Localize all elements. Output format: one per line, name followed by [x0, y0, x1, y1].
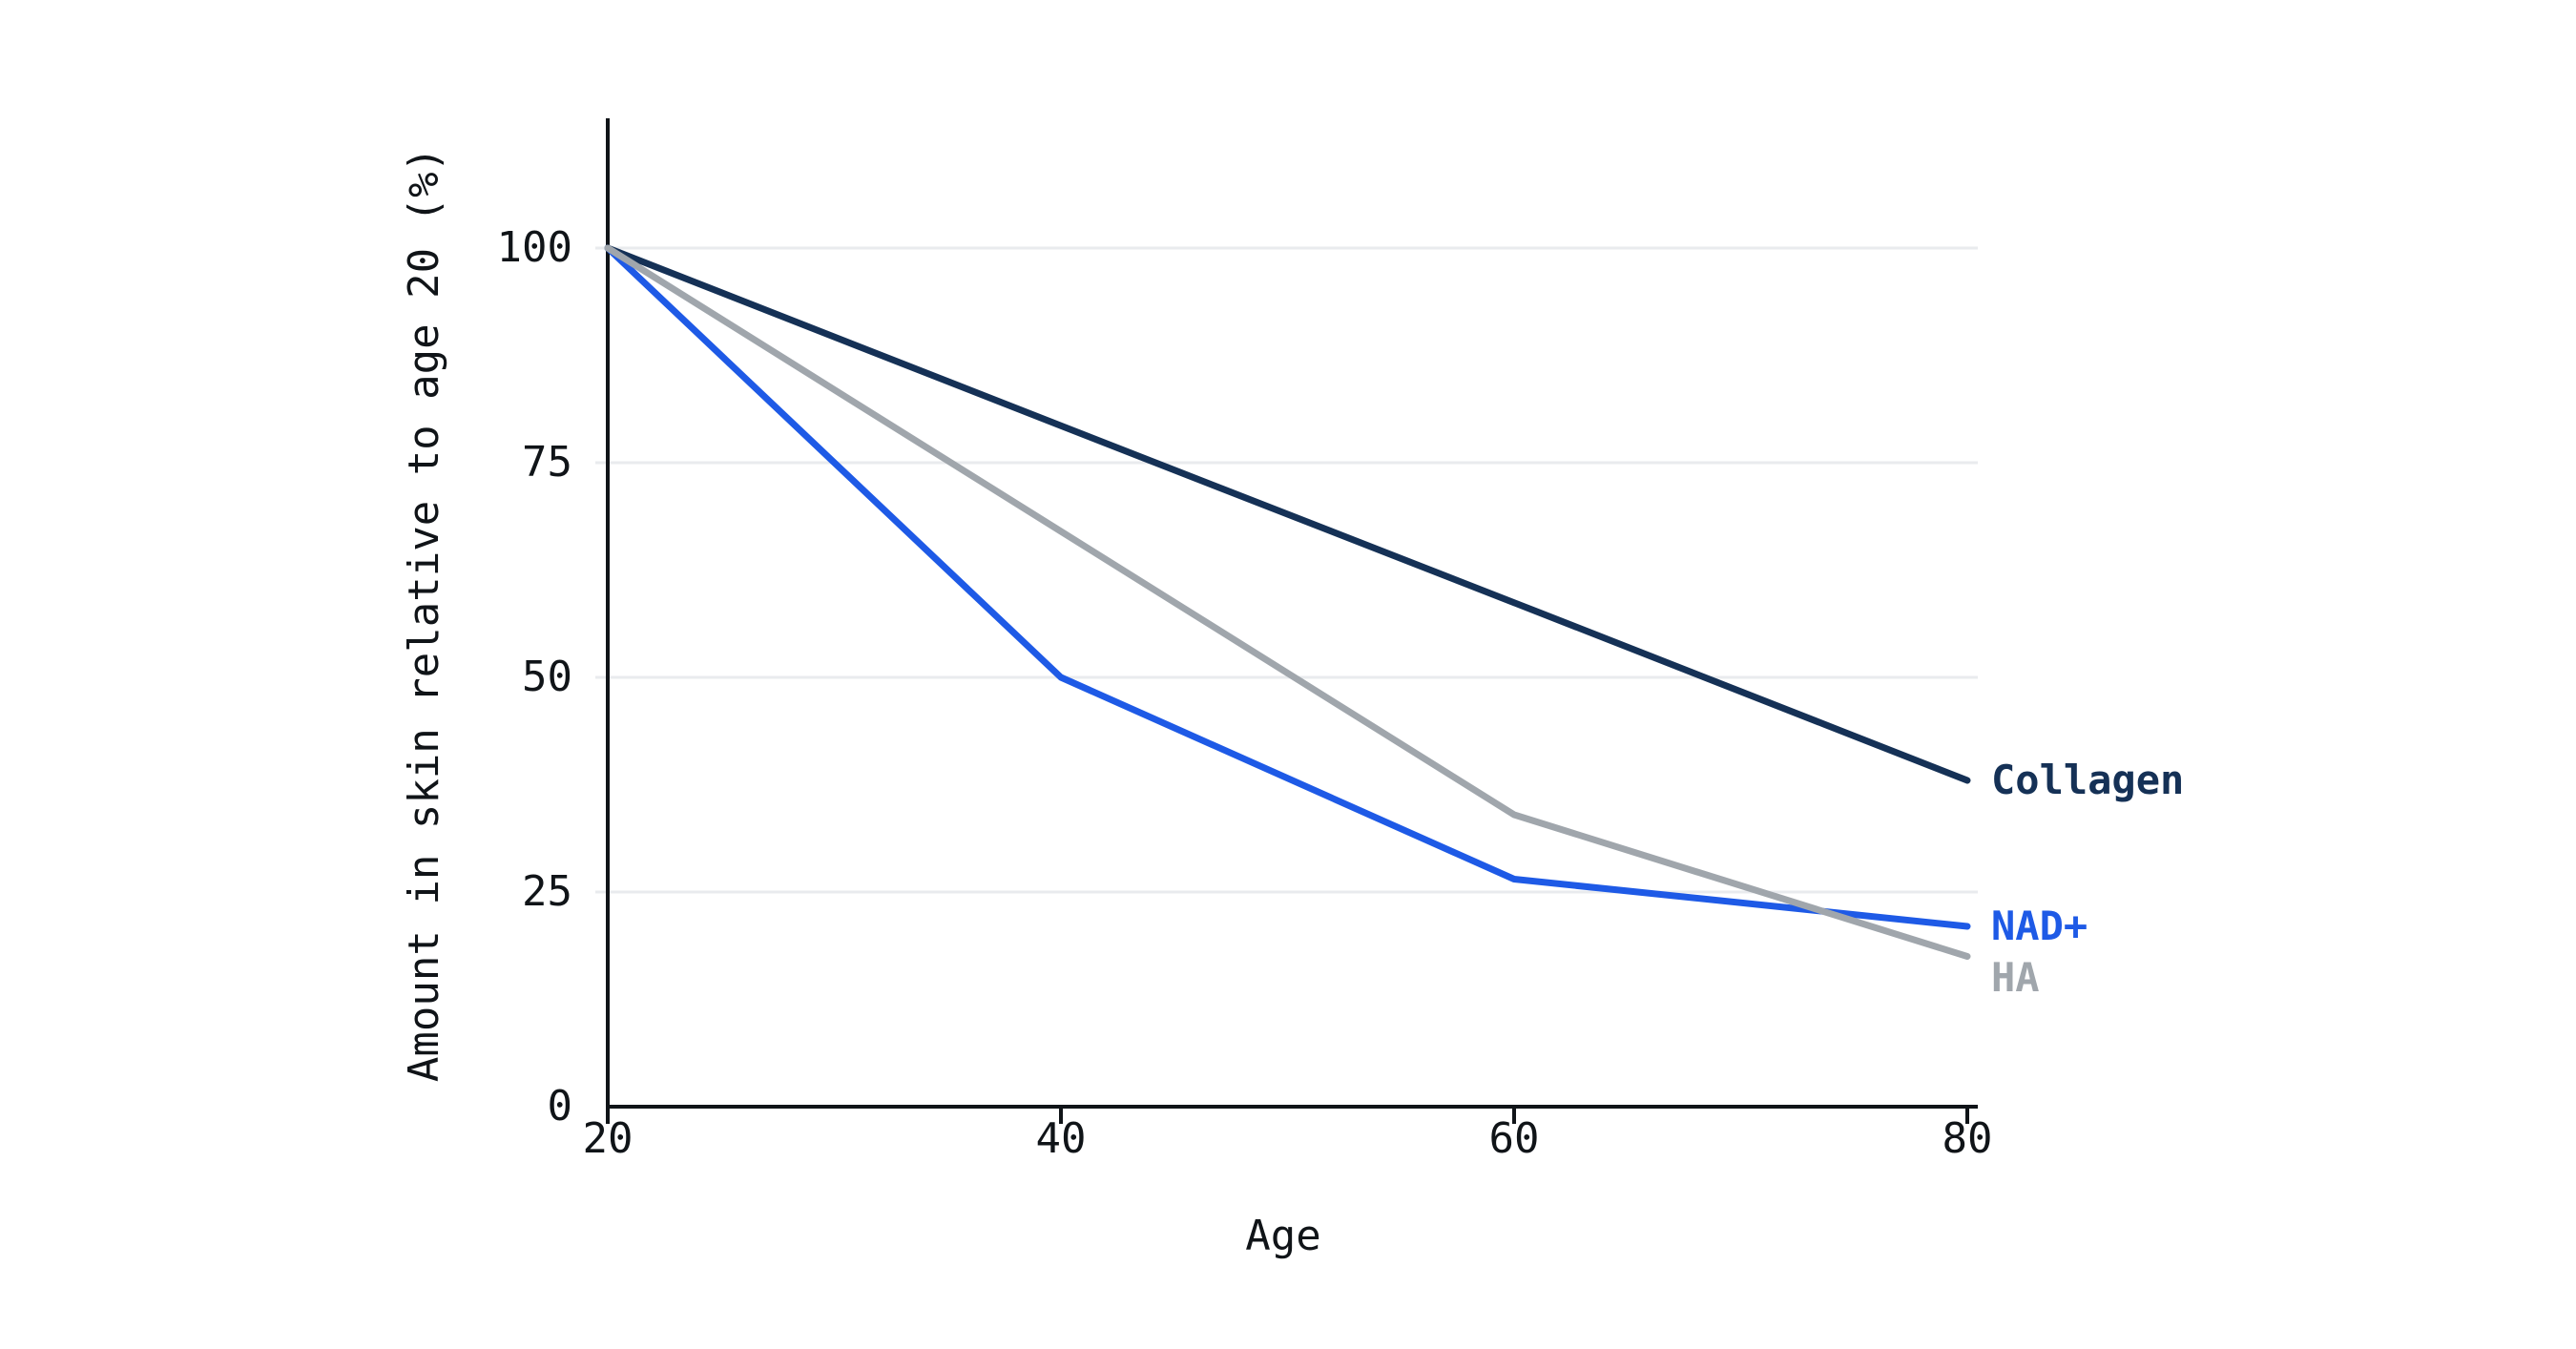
x-tick-label: 60: [1488, 1114, 1540, 1163]
x-tick-label: 80: [1942, 1114, 1993, 1163]
series-label-nad: NAD+: [1991, 903, 2088, 949]
y-tick-label: 50: [522, 653, 572, 701]
x-tick-label: 40: [1035, 1114, 1087, 1163]
series-line-nad: [604, 244, 1971, 930]
y-tick-label: 75: [522, 438, 572, 487]
series-label-ha: HA: [1991, 953, 2040, 1001]
series-line-collagen: [604, 244, 1971, 784]
x-tick-label: 20: [582, 1114, 634, 1163]
y-tick-label: 25: [522, 867, 572, 916]
x-axis-title: Age: [1245, 1212, 1321, 1260]
series-line-ha: [604, 244, 1971, 960]
series-label-collagen: Collagen: [1991, 757, 2185, 803]
y-tick-label: 0: [547, 1082, 573, 1131]
y-tick-label: 100: [496, 223, 572, 272]
y-axis-title: Amount in skin relative to age 20 (%): [400, 146, 448, 1083]
